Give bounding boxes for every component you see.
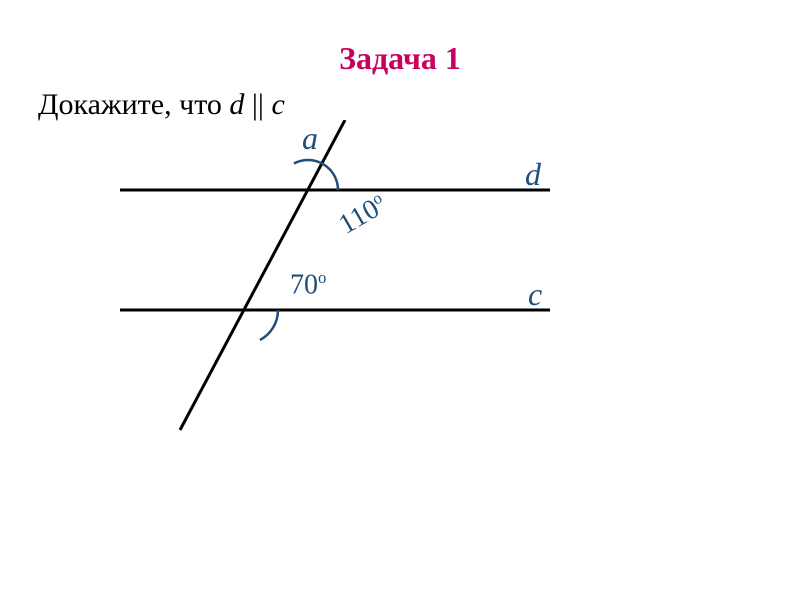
label-line-a: a bbox=[302, 120, 318, 157]
prompt-sep: || bbox=[244, 88, 271, 121]
title-text: Задача 1 bbox=[339, 40, 461, 76]
label-d-text: d bbox=[525, 156, 541, 192]
label-c-text: c bbox=[528, 276, 542, 312]
problem-prompt: Докажите, что d || c bbox=[38, 88, 285, 122]
problem-title: Задача 1 bbox=[339, 40, 461, 77]
arc-70 bbox=[260, 310, 278, 340]
angle-70-suffix: о bbox=[318, 268, 326, 287]
angle-label-70: 70о bbox=[290, 268, 326, 301]
geometry-diagram: d c a 110о 70о bbox=[0, 120, 800, 520]
angle-70-value: 70 bbox=[290, 269, 318, 300]
prompt-line-d: d bbox=[229, 88, 244, 121]
label-a-text: a bbox=[302, 120, 318, 156]
label-line-c: c bbox=[528, 276, 542, 313]
diagram-svg bbox=[0, 120, 800, 520]
label-line-d: d bbox=[525, 156, 541, 193]
prompt-prefix: Докажите, что bbox=[38, 88, 229, 121]
prompt-line-c: c bbox=[271, 88, 284, 121]
